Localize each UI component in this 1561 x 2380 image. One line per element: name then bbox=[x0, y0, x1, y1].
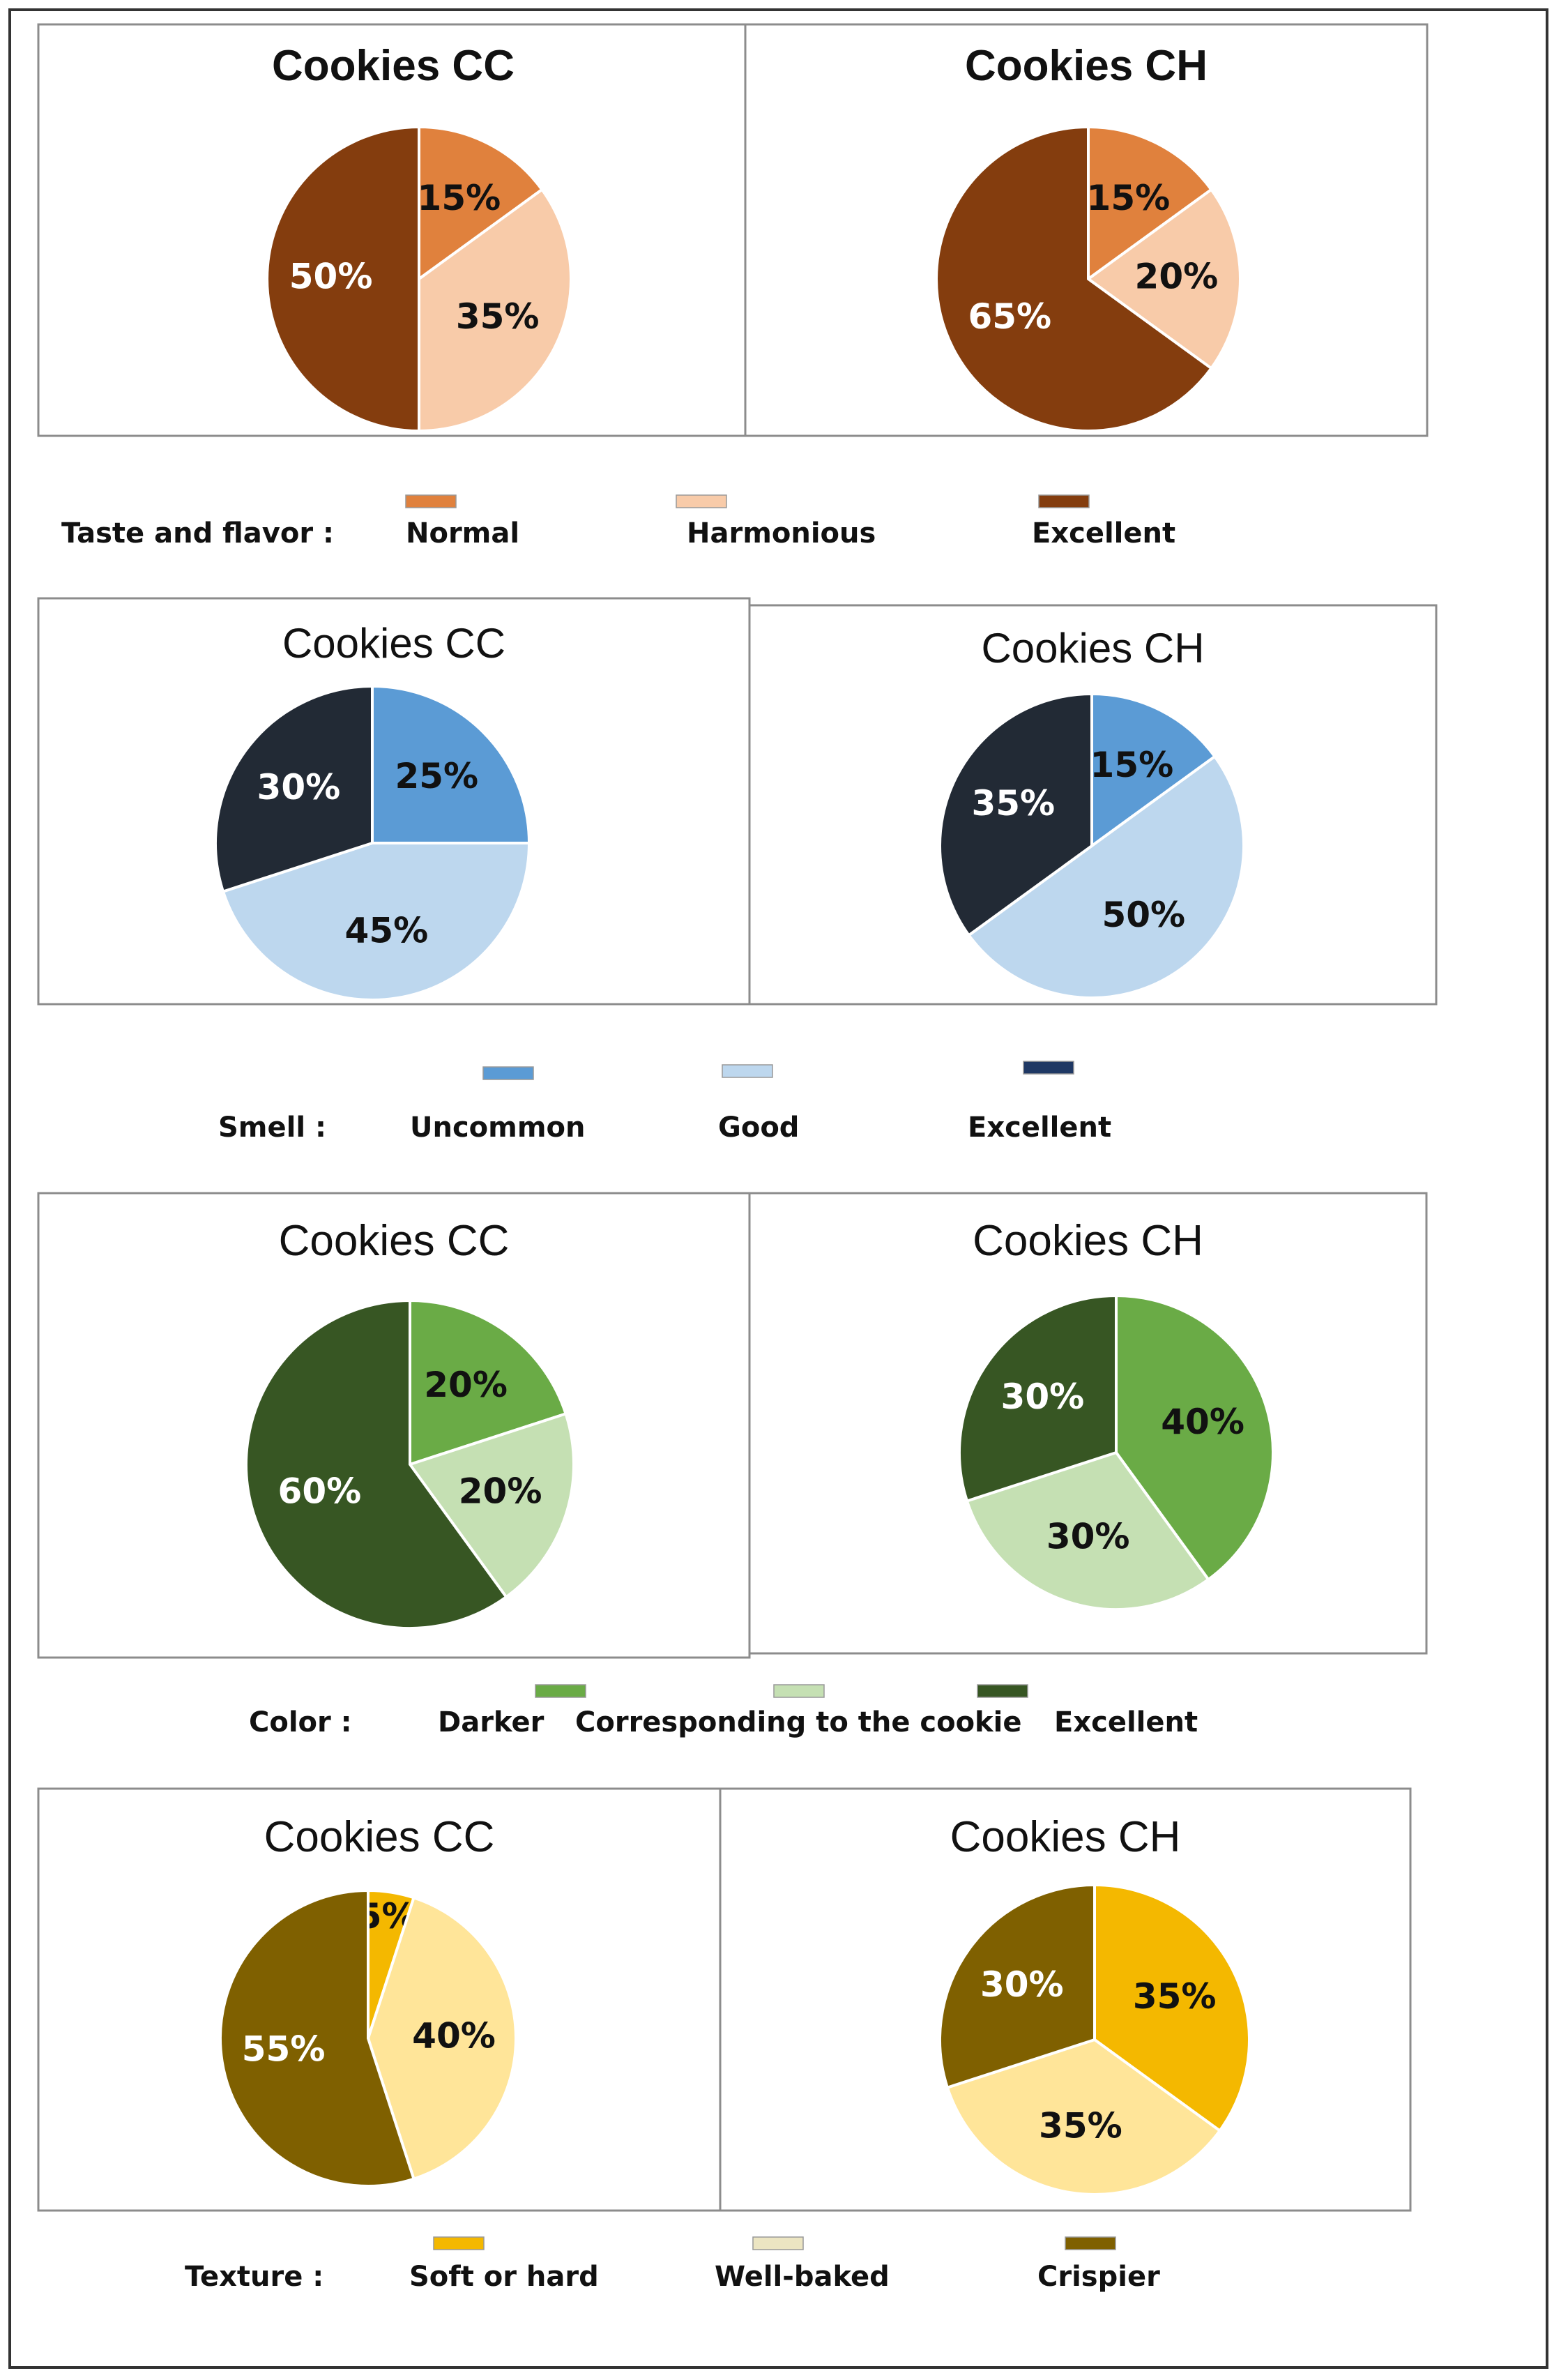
chart-title: Cookies CH bbox=[950, 1813, 1181, 1861]
legend-item-normal: Normal bbox=[406, 517, 519, 549]
slice-label-excellent: 65% bbox=[968, 296, 1051, 337]
slice-label-uncommon: 25% bbox=[395, 756, 478, 796]
slice-label-excellent: 35% bbox=[971, 783, 1055, 824]
legend-swatch-uncommon bbox=[482, 1066, 534, 1080]
legend-swatch-excellent bbox=[1038, 494, 1090, 508]
chart-title: Cookies CC bbox=[282, 620, 505, 667]
legend-item-excellent: Excellent bbox=[968, 1112, 1111, 1144]
slice-label-uncommon: 15% bbox=[1090, 745, 1174, 785]
legend-item-crispier: Crispier bbox=[1037, 2261, 1160, 2293]
legend-item-excellent: Excellent bbox=[1032, 517, 1175, 549]
slice-label-harmonious: 20% bbox=[1135, 257, 1219, 297]
pie-chart-texture-cookies-ch: Cookies CH 35% 35% 30% bbox=[719, 1787, 1412, 2212]
pie-slice-excellent bbox=[266, 125, 420, 433]
legend-item-uncommon: Uncommon bbox=[410, 1112, 585, 1144]
legend-swatch-crispier bbox=[1065, 2236, 1116, 2250]
slice-label-excellent: 50% bbox=[289, 257, 373, 297]
slice-label-excellent: 30% bbox=[257, 767, 341, 808]
slice-label-darker: 20% bbox=[424, 1365, 508, 1405]
legend-swatch-darker bbox=[535, 1684, 586, 1698]
chart-title: Cookies CC bbox=[272, 42, 515, 90]
pie-slice-darker bbox=[1115, 1294, 1274, 1582]
slice-label-soft-or-hard: 35% bbox=[1133, 1976, 1217, 2017]
pie-slice-excellent bbox=[938, 692, 1093, 937]
legend-swatch-well-baked bbox=[752, 2236, 804, 2250]
legend-swatch-excellent bbox=[977, 1684, 1028, 1698]
legend-swatch-soft-or-hard bbox=[433, 2236, 485, 2250]
pie-slice-well-baked bbox=[945, 2038, 1222, 2196]
slice-label-darker: 40% bbox=[1161, 1402, 1244, 1442]
pie-slice-excellent bbox=[935, 125, 1214, 432]
legend-item-good: Good bbox=[718, 1112, 799, 1144]
pie-slice-darker bbox=[409, 1298, 568, 1466]
pie-slice-uncommon bbox=[1090, 692, 1217, 849]
legend-item-excellent: Excellent bbox=[1054, 1706, 1198, 1738]
chart-title: Cookies CC bbox=[264, 1813, 495, 1861]
slice-label-harmonious: 35% bbox=[456, 296, 540, 337]
pie-chart-taste-and-flavor-cookies-ch: Cookies CH 15% 20% 65% bbox=[744, 23, 1429, 437]
legend-group-label: Smell : bbox=[218, 1112, 326, 1144]
legend-swatch-excellent bbox=[1023, 1061, 1074, 1075]
chart-title: Cookies CH bbox=[981, 625, 1204, 672]
pie-chart-texture-cookies-cc: Cookies CC5%40%55% bbox=[37, 1787, 722, 2212]
pie-slice-good bbox=[221, 842, 531, 1001]
legend-swatch-normal bbox=[405, 494, 457, 508]
legend-group-label: Color : bbox=[249, 1706, 352, 1738]
slice-label-good: 50% bbox=[1102, 895, 1185, 935]
slice-label-crispier: 55% bbox=[242, 2029, 326, 2070]
pie-slice-corresponding-to-the-cookie bbox=[965, 1450, 1211, 1611]
slice-label-excellent: 30% bbox=[1001, 1377, 1085, 1417]
legend-swatch-harmonious bbox=[676, 494, 727, 508]
chart-title: Cookies CH bbox=[973, 1217, 1203, 1265]
legend-item-darker: Darker bbox=[438, 1706, 545, 1738]
legend-group-label: Texture : bbox=[185, 2261, 323, 2293]
slice-label-corresponding-to-the-cookie: 20% bbox=[459, 1471, 542, 1512]
pie-slice-good bbox=[966, 755, 1245, 999]
legends-layer: Taste and flavor : Normal Harmonious Excell… bbox=[61, 494, 1198, 2293]
slice-label-corresponding-to-the-cookie: 30% bbox=[1046, 1517, 1130, 1557]
pie-chart-color-cookies-ch: Cookies CH 40% 30% 30% bbox=[748, 1192, 1428, 1655]
pie-slice-normal bbox=[418, 125, 545, 282]
legend-item-well-baked: Well-baked bbox=[715, 2261, 890, 2293]
pie-slice-soft-or-hard bbox=[1093, 1883, 1251, 2133]
pie-slice-excellent bbox=[958, 1294, 1118, 1503]
slice-label-excellent: 60% bbox=[278, 1471, 362, 1512]
legend-item-corresponding-to-the-cookie: Corresponding to the cookie bbox=[575, 1706, 1022, 1738]
legend-item-harmonious: Harmonious bbox=[687, 517, 876, 549]
pie-slice-harmonious bbox=[418, 188, 572, 433]
pie-slice-crispier bbox=[219, 1888, 416, 2188]
legend-color: Color : Darker Corresponding to the cookie… bbox=[249, 1684, 1198, 1738]
legend-swatch-good bbox=[722, 1064, 773, 1078]
legend-group-label: Taste and flavor : bbox=[61, 517, 334, 549]
pie-slice-harmonious bbox=[1086, 188, 1242, 370]
slice-label-good: 45% bbox=[345, 910, 429, 950]
pie-slice-crispier bbox=[938, 1883, 1096, 2090]
pie-slice-uncommon bbox=[371, 684, 531, 844]
legend-swatch-corresponding-to-the-cookie bbox=[773, 1684, 825, 1698]
pie-slice-corresponding-to-the-cookie bbox=[407, 1411, 576, 1599]
pie-slice-normal bbox=[1087, 125, 1214, 282]
slice-label-well-baked: 40% bbox=[412, 2016, 496, 2056]
chart-title: Cookies CH bbox=[965, 42, 1208, 90]
legend-texture: Texture : Soft or hard Well-baked Crispier bbox=[185, 2236, 1160, 2293]
legend-item-soft-or-hard: Soft or hard bbox=[409, 2261, 599, 2293]
pie-slice-well-baked bbox=[366, 1895, 517, 2181]
pie-chart-taste-and-flavor-cookies-cc: Cookies CC 15% 35% 50% bbox=[37, 23, 749, 437]
pie-chart-color-cookies-cc: Cookies CC 20% 20% 60% bbox=[37, 1192, 751, 1659]
slice-label-normal: 15% bbox=[1087, 178, 1171, 218]
pie-slice-excellent bbox=[214, 684, 374, 894]
slice-label-normal: 15% bbox=[418, 178, 501, 218]
pie-chart-smell-cookies-ch: Cookies CH 15% 50% 35% bbox=[748, 604, 1438, 1006]
slice-label-well-baked: 35% bbox=[1039, 2106, 1122, 2146]
chart-title: Cookies CC bbox=[279, 1217, 510, 1265]
slice-label-crispier: 30% bbox=[980, 1964, 1064, 2005]
pie-chart-smell-cookies-cc: Cookies CC 25% 45% 30% bbox=[37, 597, 751, 1006]
pie-slice-excellent bbox=[245, 1298, 508, 1630]
legend-smell: Smell : Uncommon Good Excellent bbox=[218, 1061, 1111, 1144]
legend-taste-and-flavor: Taste and flavor : Normal Harmonious Excell… bbox=[61, 494, 1175, 549]
